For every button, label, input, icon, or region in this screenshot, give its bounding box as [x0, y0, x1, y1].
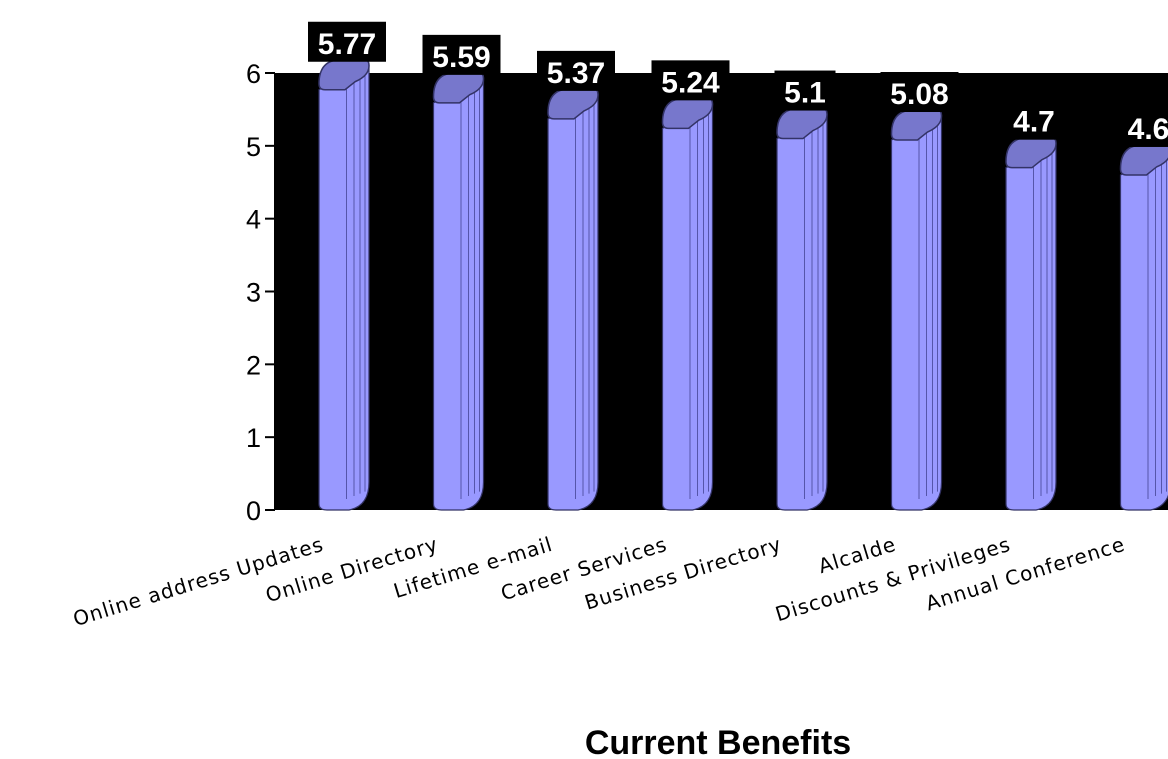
- bar-body: [776, 113, 828, 511]
- y-tick-label: 6: [246, 59, 261, 89]
- y-tick-label: 3: [246, 278, 261, 308]
- bar: [1005, 136, 1057, 511]
- value-label-bg: [537, 50, 615, 91]
- bar: [776, 107, 828, 511]
- bar-body: [661, 103, 714, 511]
- value-label: 5.1: [784, 77, 826, 110]
- bar-body: [1005, 142, 1057, 511]
- value-label: 5.59: [432, 41, 490, 74]
- value-label-bg: [1118, 106, 1168, 147]
- y-tick-label: 0: [246, 496, 261, 526]
- value-label-bg: [308, 21, 386, 62]
- bar: [1119, 144, 1168, 511]
- bar-body: [547, 93, 599, 511]
- value-labels: 5.77 5.59 5.37 5.24 5.1 5.08 4.7 4.6: [308, 21, 1168, 147]
- bars: [318, 59, 1168, 511]
- value-label: 4.7: [1013, 106, 1055, 139]
- bar-body: [432, 77, 485, 511]
- value-label: 5.77: [318, 28, 376, 61]
- bar: [890, 109, 943, 511]
- value-label: 5.08: [890, 78, 948, 111]
- value-label-bg: [651, 60, 730, 101]
- y-tick-label: 5: [246, 132, 261, 162]
- bar: [547, 88, 599, 511]
- value-label: 5.37: [547, 57, 605, 90]
- value-label-bg: [880, 72, 959, 113]
- y-tick-label: 4: [246, 205, 261, 235]
- y-tick-label: 2: [246, 350, 261, 380]
- bar-body: [890, 115, 943, 511]
- value-label-bg: [774, 70, 836, 111]
- bar: [432, 72, 485, 511]
- category-label: Annual Conference: [923, 532, 1128, 616]
- bar-body: [318, 64, 370, 511]
- bar: [661, 97, 714, 511]
- y-axis: 0 1 2 3 4 5 6: [246, 59, 276, 526]
- bar-body: [1119, 151, 1168, 511]
- y-tick-label: 1: [246, 423, 261, 453]
- bar: [318, 59, 370, 511]
- value-label-bg: [422, 34, 501, 75]
- value-label: 5.24: [661, 66, 720, 99]
- category-label: Business Directory: [582, 532, 785, 615]
- value-label: 4.6: [1128, 113, 1168, 146]
- value-label-bg: [1003, 99, 1065, 140]
- x-axis-title: Current Benefits: [585, 724, 851, 759]
